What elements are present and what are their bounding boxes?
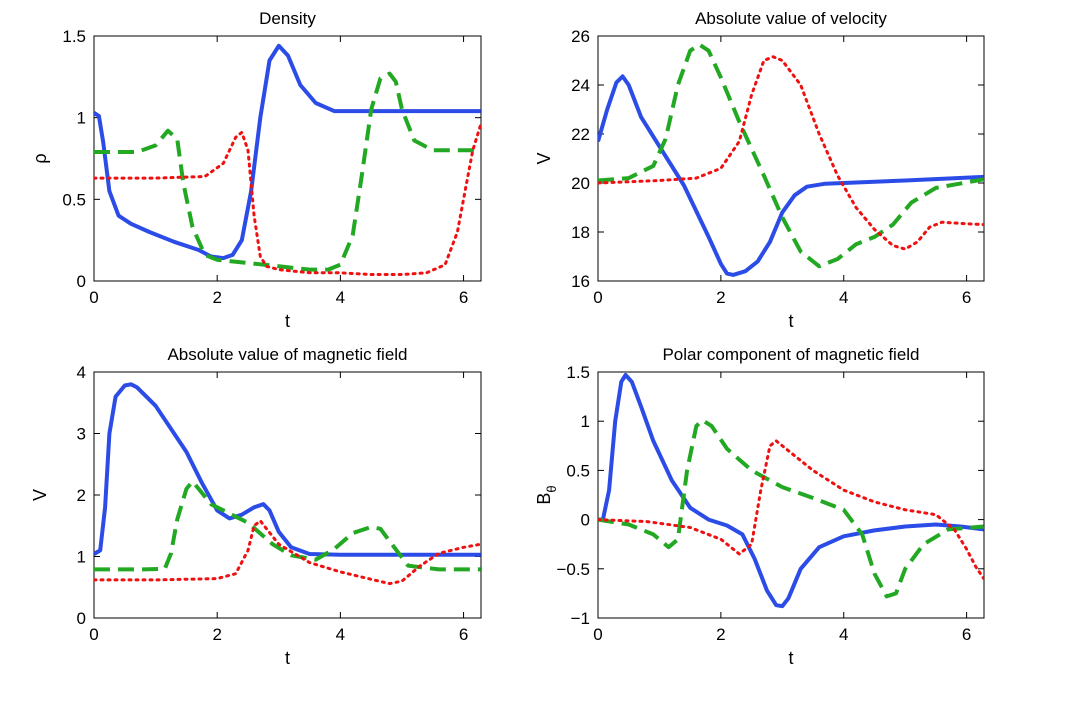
y-tick-label: 0.5 (566, 461, 590, 480)
axes-box (93, 35, 482, 282)
y-axis-label-subscript: θ (544, 485, 559, 492)
series-line-dotted (598, 439, 984, 581)
chart-title: Density (259, 9, 316, 28)
x-tick-label: 2 (716, 288, 725, 307)
x-axis-label: t (788, 311, 793, 331)
x-tick-label: 4 (839, 288, 848, 307)
y-tick-label: 24 (571, 76, 590, 95)
series-line-dotted (94, 519, 481, 586)
series-line-solid (94, 382, 481, 557)
x-tick-label: 0 (593, 288, 602, 307)
series-group (94, 43, 481, 276)
x-tick-label: 6 (962, 288, 971, 307)
y-tick-label: 20 (571, 174, 590, 193)
y-tick-label: 1.5 (566, 363, 590, 382)
x-tick-label: 6 (962, 625, 971, 644)
x-tick-label: 2 (716, 625, 725, 644)
y-axis-label: Bθ (534, 485, 559, 504)
x-axis-label: t (788, 648, 793, 668)
y-tick-label: 16 (571, 272, 590, 291)
y-tick-label: 26 (571, 27, 590, 46)
y-tick-label: 0 (77, 609, 86, 628)
x-tick-label: 4 (336, 288, 345, 307)
axes-box (597, 371, 985, 619)
x-tick-label: 2 (212, 625, 221, 644)
series-line-solid (598, 373, 984, 609)
y-tick-label: 4 (77, 363, 86, 382)
y-tick-label: 3 (77, 425, 86, 444)
y-axis-label: V (30, 489, 50, 501)
y-tick-label: 0 (581, 511, 590, 530)
chart-title: Absolute value of magnetic field (167, 345, 407, 364)
y-tick-label: 22 (571, 125, 590, 144)
x-tick-label: 4 (839, 625, 848, 644)
series-line-solid (598, 74, 984, 277)
y-tick-label: 0 (77, 272, 86, 291)
y-tick-label: −1 (571, 609, 590, 628)
chart-title: Absolute value of velocity (695, 9, 887, 28)
y-tick-label: 1 (77, 548, 86, 567)
series-line-dotted (598, 55, 984, 251)
chart-panel-3: 0 2 4 6 0 1 2 3 4 Absolute value of magnetic fiel… (30, 345, 482, 668)
chart-panel-1: 0 2 4 6 0 0.5 1 1.5 Density t ρ (30, 9, 482, 331)
y-axis-label: ρ (30, 153, 50, 163)
series-line-dotted (94, 122, 481, 276)
x-axis-label: t (285, 311, 290, 331)
series-group (598, 42, 984, 277)
x-tick-label: 2 (212, 288, 221, 307)
chart-title: Polar component of magnetic field (662, 345, 919, 364)
series-line-dashed (94, 479, 481, 572)
x-tick-label: 0 (89, 288, 98, 307)
x-tick-label: 0 (593, 625, 602, 644)
y-tick-label: 2 (77, 486, 86, 505)
x-tick-label: 0 (89, 625, 98, 644)
y-tick-label: 0.5 (62, 190, 86, 209)
series-line-solid (94, 43, 481, 261)
x-axis-label: t (285, 648, 290, 668)
series-group (598, 373, 984, 609)
y-tick-label: −0.5 (556, 560, 590, 579)
series-line-dashed (598, 42, 984, 269)
y-tick-label: 1 (581, 412, 590, 431)
x-tick-label: 6 (459, 625, 468, 644)
axes-box (597, 35, 985, 282)
y-tick-label: 1.5 (62, 27, 86, 46)
series-group (94, 382, 481, 586)
chart-panel-4: 0 2 4 6 −1 −0.5 0 0.5 1 1.5 Polar component of mag… (534, 345, 985, 668)
y-axis-label: V (534, 152, 554, 164)
y-tick-label: 1 (77, 109, 86, 128)
series-line-dashed (598, 418, 984, 599)
x-tick-label: 6 (459, 288, 468, 307)
y-tick-label: 18 (571, 223, 590, 242)
x-tick-label: 4 (336, 625, 345, 644)
